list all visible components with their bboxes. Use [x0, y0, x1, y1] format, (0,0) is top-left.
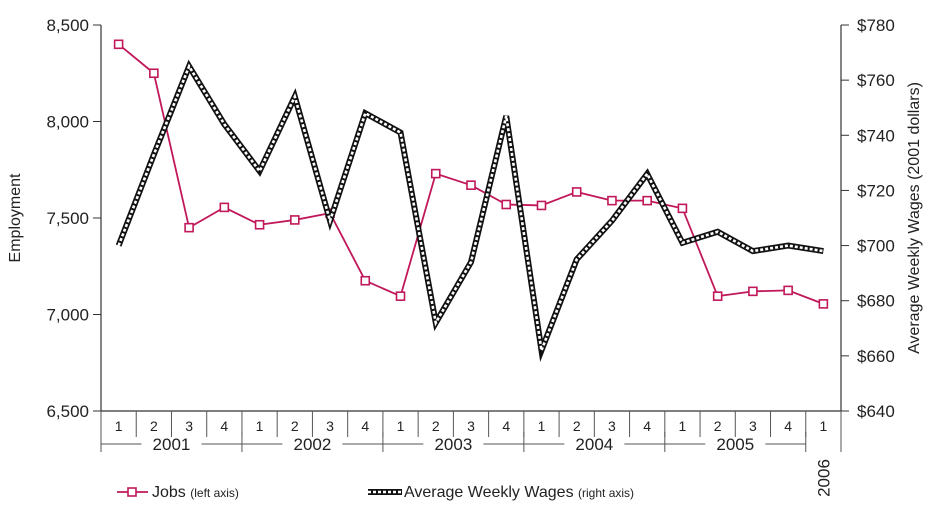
quarter-label: 1 — [538, 418, 546, 434]
quarter-label: 3 — [749, 418, 757, 434]
legend-wages-note: (right axis) — [578, 486, 634, 500]
right-tick-label: $720 — [857, 181, 895, 200]
quarter-label: 4 — [361, 418, 369, 434]
jobs-point — [818, 299, 829, 309]
legend-wages-label: Average Weekly Wages (right axis) — [404, 484, 634, 501]
year-label: 2002 — [294, 435, 332, 454]
jobs-point — [712, 291, 723, 301]
left-tick-label: 7,000 — [46, 306, 89, 325]
x-axis: 1 2 3 4 1 2 3 4 1 2 3 4 1 2 3 4 1 2 3 4 1 2001 2002 2003 2004 200… — [100, 411, 842, 497]
quarter-label: 2 — [432, 418, 440, 434]
year-label: 2001 — [153, 435, 191, 454]
jobs-point — [466, 180, 476, 190]
quarter-label: 4 — [643, 418, 651, 434]
left-tick-label: 8,500 — [46, 16, 89, 35]
jobs-point — [642, 195, 652, 206]
quarter-label: 2 — [573, 418, 581, 434]
plot-frame — [100, 25, 842, 412]
legend-jobs-name: Jobs — [152, 484, 190, 501]
legend-jobs-swatch-marker — [127, 487, 137, 497]
quarter-label: 1 — [819, 418, 827, 434]
right-axis: $640 $660 $680 $700 $720 $740 $760 $780 Average … — [841, 16, 923, 421]
right-tick-label: $640 — [857, 402, 895, 421]
right-tick-label: $660 — [857, 347, 895, 366]
right-axis-title: Average Weekly Wages (2001 dollars) — [906, 82, 923, 354]
jobs-point — [219, 202, 230, 213]
quarter-label: 4 — [220, 418, 228, 434]
year-label: 2006 — [814, 459, 833, 497]
legend-jobs-label: Jobs (left axis) — [152, 484, 239, 501]
left-tick-label: 6,500 — [46, 402, 89, 421]
quarter-label: 2 — [714, 418, 722, 434]
left-axis-title: Employment — [7, 173, 24, 262]
jobs-point — [536, 200, 547, 211]
year-label: 2003 — [434, 435, 472, 454]
quarter-label: 1 — [679, 418, 687, 434]
quarter-label: 3 — [467, 418, 475, 434]
quarter-label: 3 — [608, 418, 616, 434]
jobs-point — [607, 195, 617, 206]
quarter-label: 1 — [115, 418, 123, 434]
right-tick-label: $760 — [857, 71, 895, 90]
year-label: 2005 — [716, 435, 754, 454]
jobs-point — [677, 203, 688, 214]
legend-wages-name: Average Weekly Wages — [404, 484, 578, 501]
quarter-label: 4 — [502, 418, 510, 434]
jobs-point — [571, 187, 582, 197]
jobs-point — [290, 215, 300, 225]
right-tick-label: $680 — [857, 292, 895, 311]
left-tick-label: 7,500 — [46, 209, 89, 228]
jobs-point — [501, 199, 512, 210]
quarter-label: 3 — [326, 418, 334, 434]
quarter-label: 1 — [256, 418, 264, 434]
right-tick-label: $740 — [857, 126, 895, 145]
legend: Jobs (left axis) Average Weekly Wages (ri… — [117, 484, 634, 501]
quarter-label: 3 — [185, 418, 193, 434]
jobs-point — [149, 68, 159, 79]
left-axis: 6,500 7,000 7,500 8,000 8,500 Employment — [7, 16, 101, 421]
jobs-point — [360, 275, 371, 286]
jobs-point — [254, 219, 265, 230]
series-layer — [113, 39, 829, 362]
left-tick-label: 8,000 — [46, 113, 89, 132]
quarter-label: 2 — [150, 418, 158, 434]
right-tick-label: $780 — [857, 16, 895, 35]
wages-line-inner — [117, 63, 824, 356]
jobs-point — [184, 222, 194, 233]
jobs-point — [430, 168, 441, 179]
year-label: 2004 — [575, 435, 613, 454]
right-tick-label: $700 — [857, 237, 895, 256]
jobs-point — [395, 291, 406, 301]
jobs-point — [748, 286, 758, 297]
legend-jobs-note: (left axis) — [190, 486, 239, 500]
quarter-label: 4 — [784, 418, 792, 434]
jobs-point — [113, 39, 124, 50]
quarter-label: 2 — [291, 418, 299, 434]
jobs-point — [783, 285, 793, 296]
quarter-label: 1 — [397, 418, 405, 434]
